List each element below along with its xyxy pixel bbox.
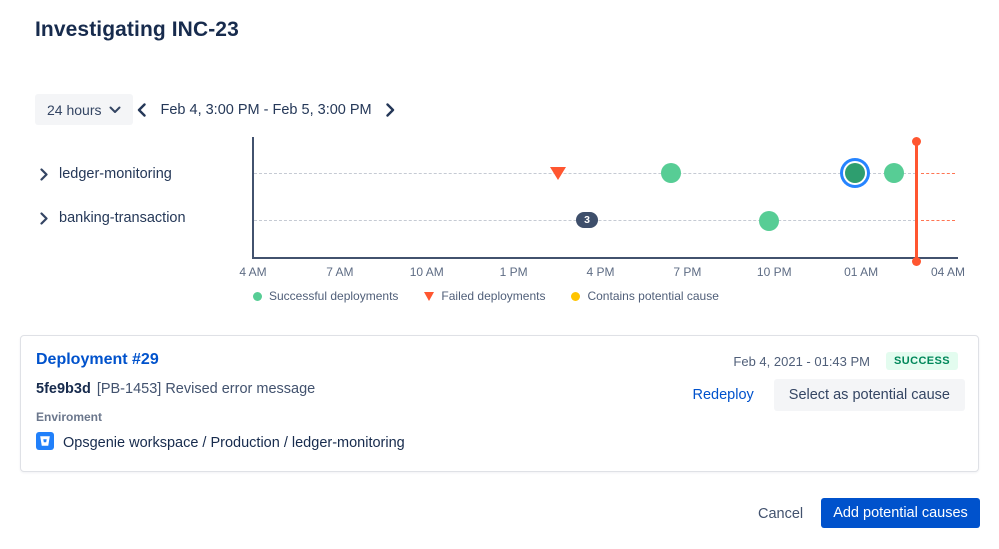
status-badge: SUCCESS	[886, 352, 958, 370]
selected-deployment-marker[interactable]	[845, 163, 865, 183]
time-cursor-line[interactable]	[915, 141, 918, 262]
yellow-dot-icon	[571, 291, 581, 301]
chevron-left-icon	[137, 102, 147, 117]
deployment-card: Deployment #29 5fe9b3d [PB-1453] Revised …	[20, 335, 979, 472]
range-selector-dropdown[interactable]: 24 hours	[35, 94, 134, 125]
commit-hash: 5fe9b3d	[36, 381, 91, 397]
x-tick-label: 10 AM	[409, 265, 444, 279]
successful-deployment-marker[interactable]	[661, 163, 681, 183]
chart-y-axis	[252, 137, 254, 258]
legend-label: Failed deployments	[441, 289, 546, 303]
chart-legend: Successful deployments Failed deployments…	[253, 289, 719, 303]
legend-label: Successful deployments	[269, 289, 399, 303]
select-as-potential-cause-button[interactable]: Select as potential cause	[773, 379, 965, 411]
legend-item: Contains potential cause	[571, 289, 719, 303]
x-tick-label: 4 AM	[239, 265, 267, 279]
date-range-label: Feb 4, 3:00 PM - Feb 5, 3:00 PM	[160, 101, 372, 118]
deployment-group-count: 3	[584, 214, 590, 226]
row-guide-line-after-cursor	[921, 220, 955, 221]
service-row-ledger-monitoring[interactable]: ledger-monitoring	[40, 165, 172, 183]
service-row-banking-transaction[interactable]: banking-transaction	[40, 209, 186, 227]
cancel-button[interactable]: Cancel	[750, 502, 811, 526]
chevron-right-icon	[40, 167, 48, 181]
successful-deployment-marker[interactable]	[884, 163, 904, 183]
x-axis-ticks: 4 AM 7 AM 10 AM 1 PM 4 PM 7 PM 10 PM 01 AM 04 AM	[239, 265, 965, 280]
service-row-label: ledger-monitoring	[59, 166, 172, 182]
previous-range-button[interactable]	[133, 99, 150, 121]
commit-message: [PB-1453] Revised error message	[96, 381, 316, 397]
chart-x-axis	[252, 257, 958, 259]
successful-deployment-marker[interactable]	[759, 211, 779, 231]
chevron-right-icon	[385, 102, 395, 117]
service-row-label: banking-transaction	[59, 210, 186, 226]
x-tick-label: 01 AM	[844, 265, 879, 279]
add-potential-causes-button[interactable]: Add potential causes	[821, 498, 980, 528]
failed-deployment-marker[interactable]	[550, 167, 566, 180]
deployment-group-badge[interactable]: 3	[576, 212, 598, 228]
next-range-button[interactable]	[382, 99, 399, 121]
deployment-meta: Feb 4, 2021 - 01:43 PM SUCCESS	[733, 352, 958, 370]
deployment-actions: Redeploy Select as potential cause	[693, 379, 965, 411]
x-tick-label: 04 AM	[930, 265, 966, 279]
range-selector-value: 24 hours	[47, 101, 102, 118]
chevron-right-icon	[40, 211, 48, 225]
deployment-timestamp: Feb 4, 2021 - 01:43 PM	[733, 353, 871, 369]
commit-line: 5fe9b3d [PB-1453] Revised error message	[36, 381, 315, 397]
environment-path: Opsgenie workspace / Production / ledger…	[63, 435, 405, 451]
x-tick-label: 7 AM	[326, 265, 354, 279]
x-tick-label: 1 PM	[499, 265, 528, 279]
time-cursor-handle-top[interactable]	[912, 137, 921, 146]
deployment-title-link[interactable]: Deployment #29	[36, 351, 159, 368]
environment-label: Enviroment	[36, 410, 103, 424]
x-tick-label: 4 PM	[586, 265, 615, 279]
environment-breadcrumb: Opsgenie workspace / Production / ledger…	[36, 432, 405, 454]
time-range-toolbar: 24 hours Feb 4, 3:00 PM - Feb 5, 3:00 PM	[35, 94, 399, 125]
bitbucket-icon	[36, 432, 54, 454]
x-tick-label: 7 PM	[673, 265, 702, 279]
legend-label: Contains potential cause	[587, 289, 719, 303]
red-triangle-icon	[424, 291, 435, 301]
legend-item: Successful deployments	[253, 289, 398, 303]
redeploy-button[interactable]: Redeploy	[692, 387, 754, 403]
green-dot-icon	[253, 291, 262, 301]
row-guide-line	[254, 173, 916, 174]
chevron-down-icon	[109, 106, 121, 114]
legend-item: Failed deployments	[424, 289, 545, 303]
page-title: Investigating INC-23	[35, 18, 239, 41]
x-tick-label: 10 PM	[756, 265, 792, 279]
row-guide-line-after-cursor	[921, 173, 955, 174]
time-cursor-handle-bottom[interactable]	[912, 257, 921, 266]
